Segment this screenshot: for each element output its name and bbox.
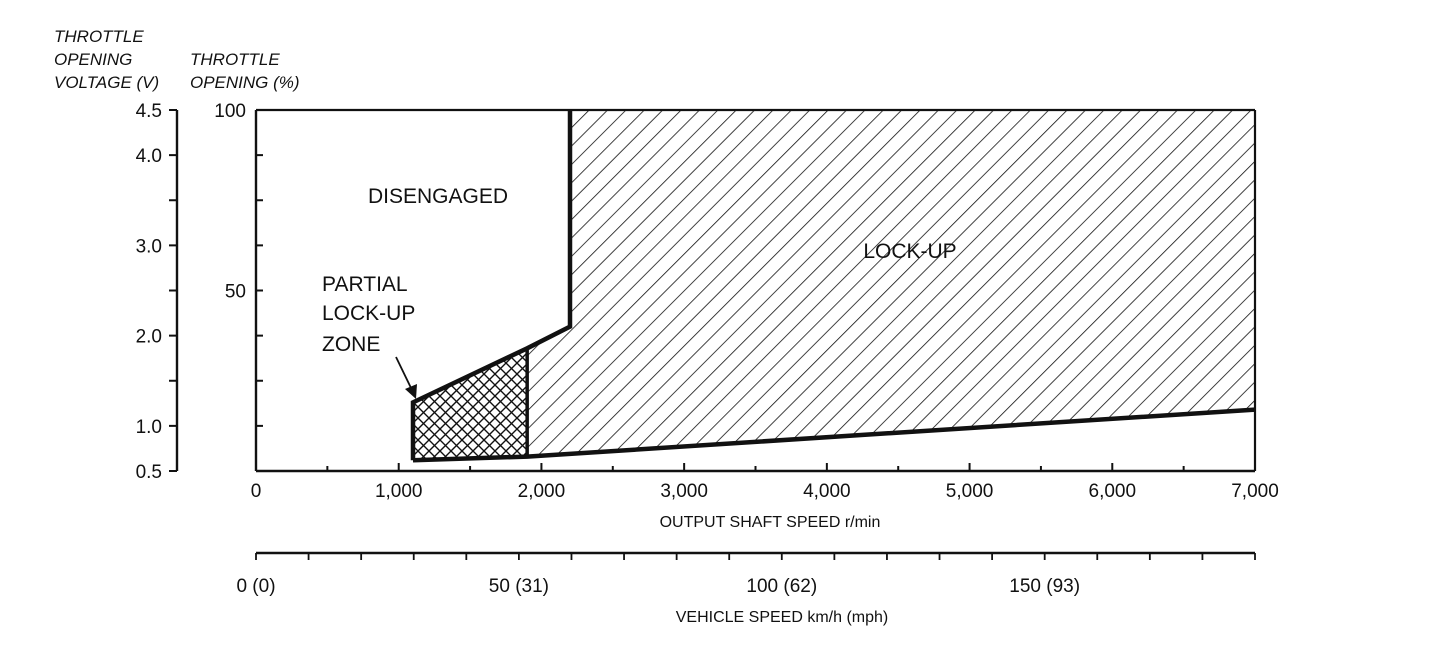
voltage-tick-label: 3.0 bbox=[136, 236, 162, 257]
throttle-tick-label: 50 bbox=[225, 282, 246, 303]
regions bbox=[410, 110, 1256, 463]
left-axis-label-line: OPENING bbox=[54, 50, 132, 69]
partial-label-line: ZONE bbox=[322, 333, 380, 356]
region-label-lockup: LOCK-UP bbox=[863, 240, 956, 263]
x-tick-label: 3,000 bbox=[660, 481, 708, 502]
x-tick-label: 4,000 bbox=[803, 481, 851, 502]
voltage-tick-label: 1.0 bbox=[136, 417, 162, 438]
throttle-tick-label: 100 bbox=[214, 101, 246, 122]
x-tick-label: 7,000 bbox=[1231, 481, 1279, 502]
x-axis-label: OUTPUT SHAFT SPEED r/min bbox=[660, 514, 881, 531]
x-tick-label: 5,000 bbox=[946, 481, 994, 502]
voltage-tick-label: 0.5 bbox=[136, 462, 162, 483]
axes: 4.5 4.0 3.0 2.0 1.0 0.5 100 50 0 1,000 2,000 3,000 4… bbox=[136, 101, 1279, 502]
x-tick-label: 6,000 bbox=[1089, 481, 1137, 502]
partial-lockup-region bbox=[413, 348, 528, 461]
region-label-partial: PARTIAL LOCK-UP ZONE bbox=[322, 273, 421, 356]
vehicle-speed-tick-label: 50 (31) bbox=[489, 576, 549, 597]
partial-label-line: PARTIAL bbox=[322, 273, 407, 296]
x-tick-label: 2,000 bbox=[518, 481, 566, 502]
x-tick-label: 0 bbox=[251, 481, 262, 502]
vehicle-speed-tick-label: 150 (93) bbox=[1009, 576, 1080, 597]
throttle-axis-label-line: OPENING (%) bbox=[190, 73, 300, 92]
x-tick-label: 1,000 bbox=[375, 481, 423, 502]
leader-arrow bbox=[395, 356, 417, 399]
lockup-region bbox=[527, 110, 1255, 457]
throttle-percent-axis-label: THROTTLE OPENING (%) bbox=[190, 50, 300, 92]
vehicle-speed-scale: 0 (0) 50 (31) 100 (62) 150 (93) bbox=[236, 551, 1256, 597]
voltage-tick-label: 4.5 bbox=[136, 101, 162, 122]
left-axis-label-line: VOLTAGE (V) bbox=[54, 73, 159, 92]
vehicle-speed-axis-label: VEHICLE SPEED km/h (mph) bbox=[676, 609, 889, 626]
throttle-axis-label-line: THROTTLE bbox=[190, 50, 280, 69]
partial-label-line: LOCK-UP bbox=[322, 302, 415, 325]
left-axis-label: THROTTLE OPENING VOLTAGE (V) bbox=[54, 27, 159, 92]
vehicle-speed-tick-label: 100 (62) bbox=[746, 576, 817, 597]
voltage-tick-label: 2.0 bbox=[136, 327, 162, 348]
voltage-tick-label: 4.0 bbox=[136, 146, 162, 167]
left-axis-label-line: THROTTLE bbox=[54, 27, 144, 46]
vehicle-speed-tick-label: 0 (0) bbox=[236, 576, 275, 597]
region-label-disengaged: DISENGAGED bbox=[368, 185, 508, 208]
lockup-lower-boundary bbox=[412, 407, 1256, 463]
